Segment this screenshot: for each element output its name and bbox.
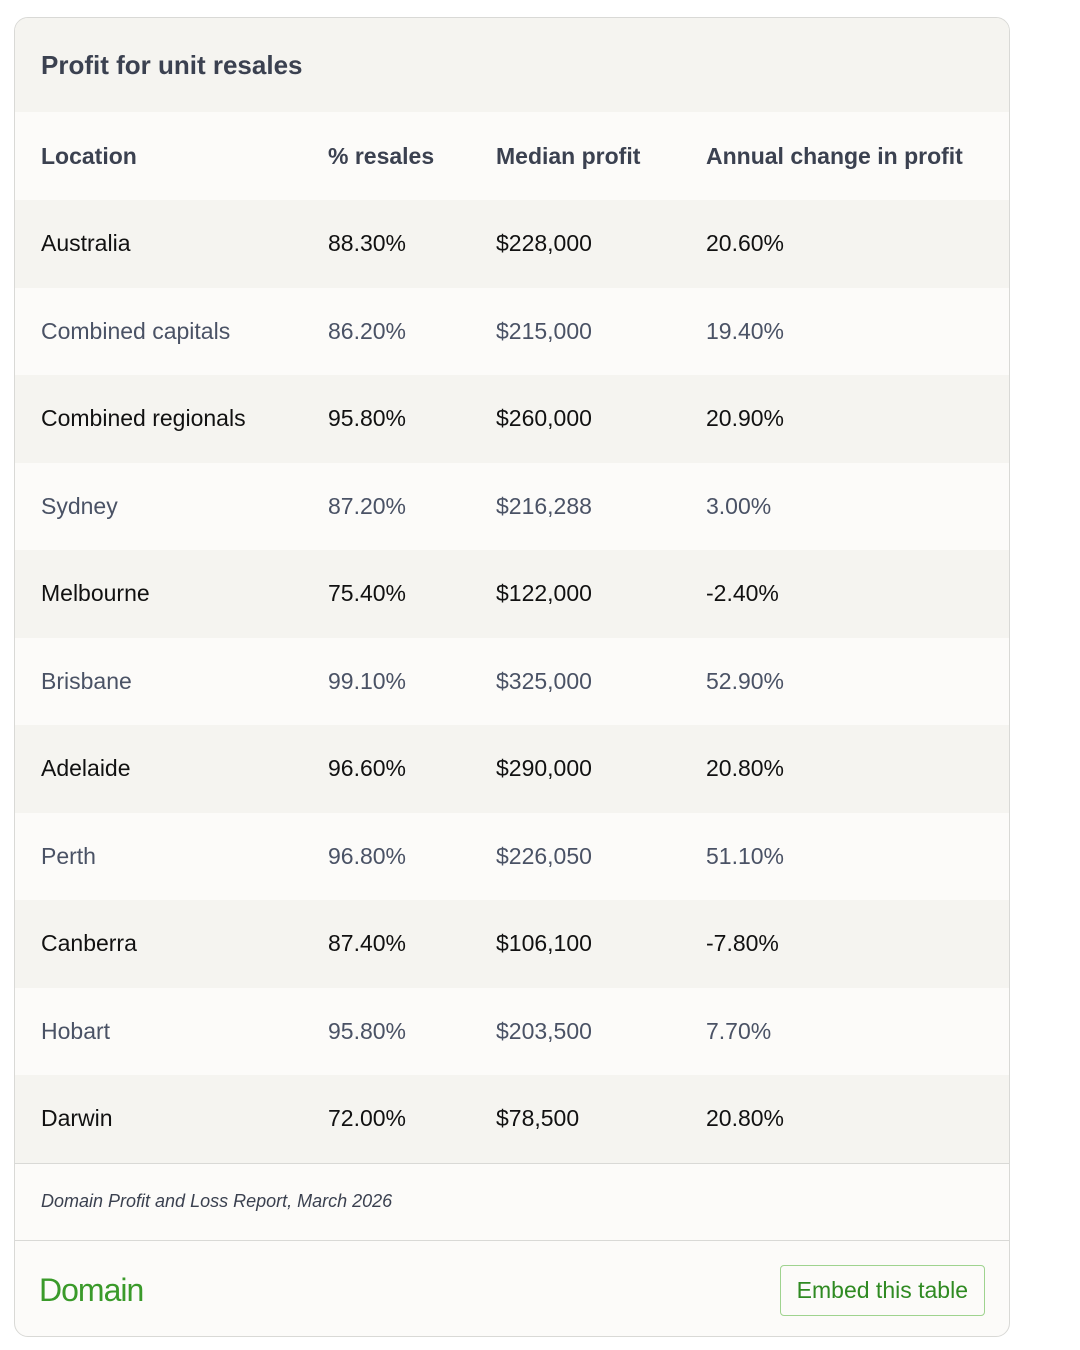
table-cell: 20.60% bbox=[706, 200, 1009, 288]
data-table: Location % resales Median profit Annual cha… bbox=[15, 112, 1009, 1163]
table-cell: $260,000 bbox=[496, 375, 706, 463]
table-cell: $216,288 bbox=[496, 492, 592, 519]
table-cell: -7.80% bbox=[706, 900, 1009, 988]
logo: Domain bbox=[39, 1272, 144, 1308]
table-cell: $106,100 bbox=[496, 900, 706, 988]
table-cell: Combined regionals bbox=[15, 375, 328, 463]
card-footer: Domain Embed this table bbox=[15, 1239, 1009, 1337]
table-cell: $226,050 bbox=[496, 842, 592, 869]
table-cell: $228,000 bbox=[496, 200, 706, 288]
table-cell: $215,000 bbox=[496, 317, 592, 344]
table-cell: 7.70% bbox=[706, 1017, 772, 1044]
source-note: Domain Profit and Loss Report, March 202… bbox=[15, 1162, 1009, 1240]
table-title: Profit for unit resales bbox=[41, 49, 303, 80]
table-cell: 72.00% bbox=[328, 1075, 496, 1163]
table-body: Australia 88.30% $228,000 20.60% Combined ca… bbox=[15, 200, 1009, 1163]
column-header: % resales bbox=[328, 142, 435, 169]
table-cell: Darwin bbox=[15, 1075, 328, 1163]
header-row: Location % resales Median profit Annual cha… bbox=[15, 112, 1009, 200]
embed-button[interactable]: Embed this table bbox=[779, 1265, 985, 1316]
table-cell: -2.40% bbox=[706, 550, 1009, 638]
table-row: Brisbane 99.10% $325,000 52.90% bbox=[15, 638, 1009, 726]
table-cell: 20.80% bbox=[706, 725, 1009, 813]
table-cell: 95.80% bbox=[328, 375, 496, 463]
table-cell: Combined capitals bbox=[41, 317, 231, 344]
table-row: Combined capitals 86.20% $215,000 19.40% bbox=[15, 288, 1009, 376]
table-card: Profit for unit resales Location % resale… bbox=[14, 17, 1010, 1337]
table-cell: $122,000 bbox=[496, 550, 706, 638]
table-cell: 95.80% bbox=[328, 1017, 407, 1044]
table-row: Perth 96.80% $226,050 51.10% bbox=[15, 813, 1009, 901]
table-row: Melbourne 75.40% $122,000 -2.40% bbox=[15, 550, 1009, 638]
table-cell: Adelaide bbox=[15, 725, 328, 813]
table-row: Sydney 87.20% $216,288 3.00% bbox=[15, 463, 1009, 551]
table-cell: 52.90% bbox=[706, 667, 785, 694]
table-cell: 87.20% bbox=[328, 492, 407, 519]
table-cell: $290,000 bbox=[496, 725, 706, 813]
table-cell: 96.80% bbox=[328, 842, 407, 869]
table-row: Australia 88.30% $228,000 20.60% bbox=[15, 200, 1009, 288]
table-row: Adelaide 96.60% $290,000 20.80% bbox=[15, 725, 1009, 813]
table-cell: 20.90% bbox=[706, 375, 1009, 463]
table-cell: 96.60% bbox=[328, 725, 496, 813]
table-cell: 20.80% bbox=[706, 1075, 1009, 1163]
table-cell: $325,000 bbox=[496, 667, 592, 694]
column-header: Location bbox=[41, 142, 137, 169]
table-cell: 19.40% bbox=[706, 317, 785, 344]
table-cell: Sydney bbox=[41, 492, 118, 519]
table-cell: Perth bbox=[41, 842, 96, 869]
column-header: Annual change in profit bbox=[706, 142, 963, 169]
table-cell: Canberra bbox=[15, 900, 328, 988]
table-cell: Melbourne bbox=[15, 550, 328, 638]
table-cell: Australia bbox=[15, 200, 328, 288]
table-cell: $78,500 bbox=[496, 1075, 706, 1163]
table-cell: 88.30% bbox=[328, 200, 496, 288]
table-row: Darwin 72.00% $78,500 20.80% bbox=[15, 1075, 1009, 1163]
table-cell: Hobart bbox=[41, 1017, 111, 1044]
table-row: Combined regionals 95.80% $260,000 20.90% bbox=[15, 375, 1009, 463]
table-cell: 99.10% bbox=[328, 667, 407, 694]
table-cell: 86.20% bbox=[328, 317, 407, 344]
table-cell: Brisbane bbox=[41, 667, 132, 694]
table-cell: 87.40% bbox=[328, 900, 496, 988]
table-row: Hobart 95.80% $203,500 7.70% bbox=[15, 988, 1009, 1076]
table-cell: 75.40% bbox=[328, 550, 496, 638]
table-cell: $203,500 bbox=[496, 1017, 592, 1044]
column-header: Median profit bbox=[496, 142, 641, 169]
table-cell: 3.00% bbox=[706, 492, 772, 519]
table-cell: 51.10% bbox=[706, 842, 785, 869]
table-row: Canberra 87.40% $106,100 -7.80% bbox=[15, 900, 1009, 988]
card-header: Profit for unit resales bbox=[15, 18, 1009, 112]
